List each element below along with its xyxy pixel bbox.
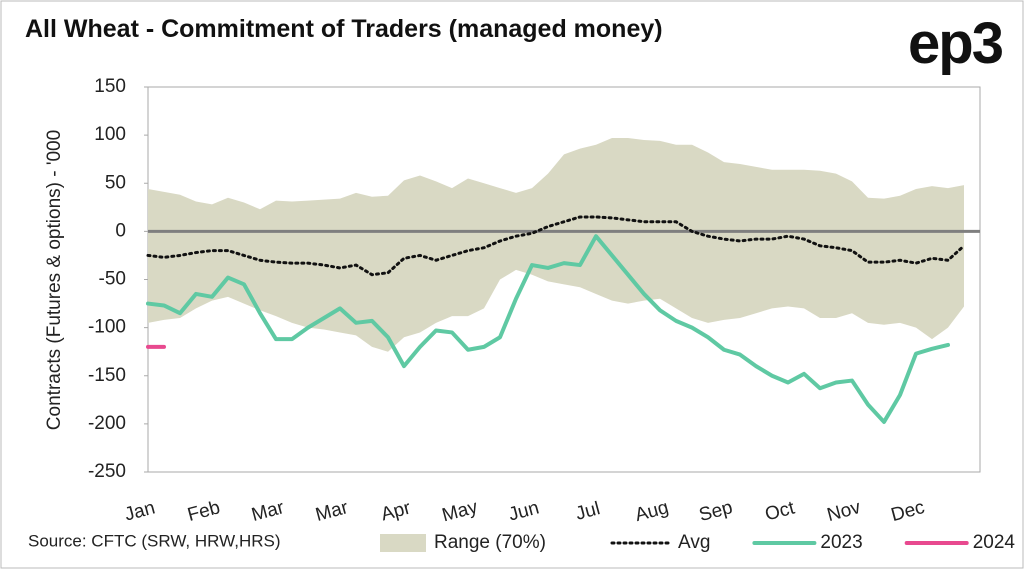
series-line bbox=[146, 215, 966, 277]
y-tick-label: -200 bbox=[88, 413, 126, 434]
x-tick-label: Jan bbox=[122, 497, 157, 525]
y-tick-label: -250 bbox=[88, 461, 126, 482]
y-tick-label: 150 bbox=[94, 76, 126, 97]
legend-label: Range (70%) bbox=[434, 532, 546, 553]
logo: ep3 bbox=[908, 11, 1004, 76]
legend-label: Avg bbox=[678, 532, 710, 553]
x-tick-label: Apr bbox=[379, 497, 414, 525]
y-tick-label: -50 bbox=[99, 269, 126, 290]
y-tick-label: 100 bbox=[94, 124, 126, 145]
x-tick-label: Jul bbox=[573, 498, 602, 525]
x-tick-label: May bbox=[440, 497, 481, 527]
legend-swatch bbox=[380, 534, 426, 552]
x-tick-label: Jun bbox=[506, 497, 541, 525]
chart-title: All Wheat - Commitment of Traders (manag… bbox=[25, 15, 663, 43]
x-tick-label: Mar bbox=[249, 497, 287, 526]
y-tick-label: -100 bbox=[88, 317, 126, 338]
y-tick-label: 0 bbox=[115, 220, 126, 241]
x-tick-label: Dec bbox=[889, 497, 927, 526]
source: Source: CFTC (SRW, HRW,HRS) bbox=[28, 531, 281, 550]
y-axis-label: Contracts (Futures & options) - '000 bbox=[44, 130, 65, 430]
legend-label: 2024 bbox=[973, 532, 1016, 553]
x-tick-label: Sep bbox=[697, 497, 735, 526]
range-band bbox=[148, 138, 964, 352]
x-tick-label: Nov bbox=[825, 497, 864, 526]
x-tick-label: Feb bbox=[185, 497, 222, 526]
x-tick-label: Mar bbox=[313, 497, 351, 526]
x-tick-label: Aug bbox=[633, 497, 671, 526]
legend-label: 2023 bbox=[820, 532, 862, 553]
x-tick-label: Oct bbox=[763, 497, 798, 525]
y-tick-label: -150 bbox=[88, 365, 126, 386]
series-line bbox=[146, 234, 950, 424]
y-tick-label: 50 bbox=[105, 172, 126, 193]
